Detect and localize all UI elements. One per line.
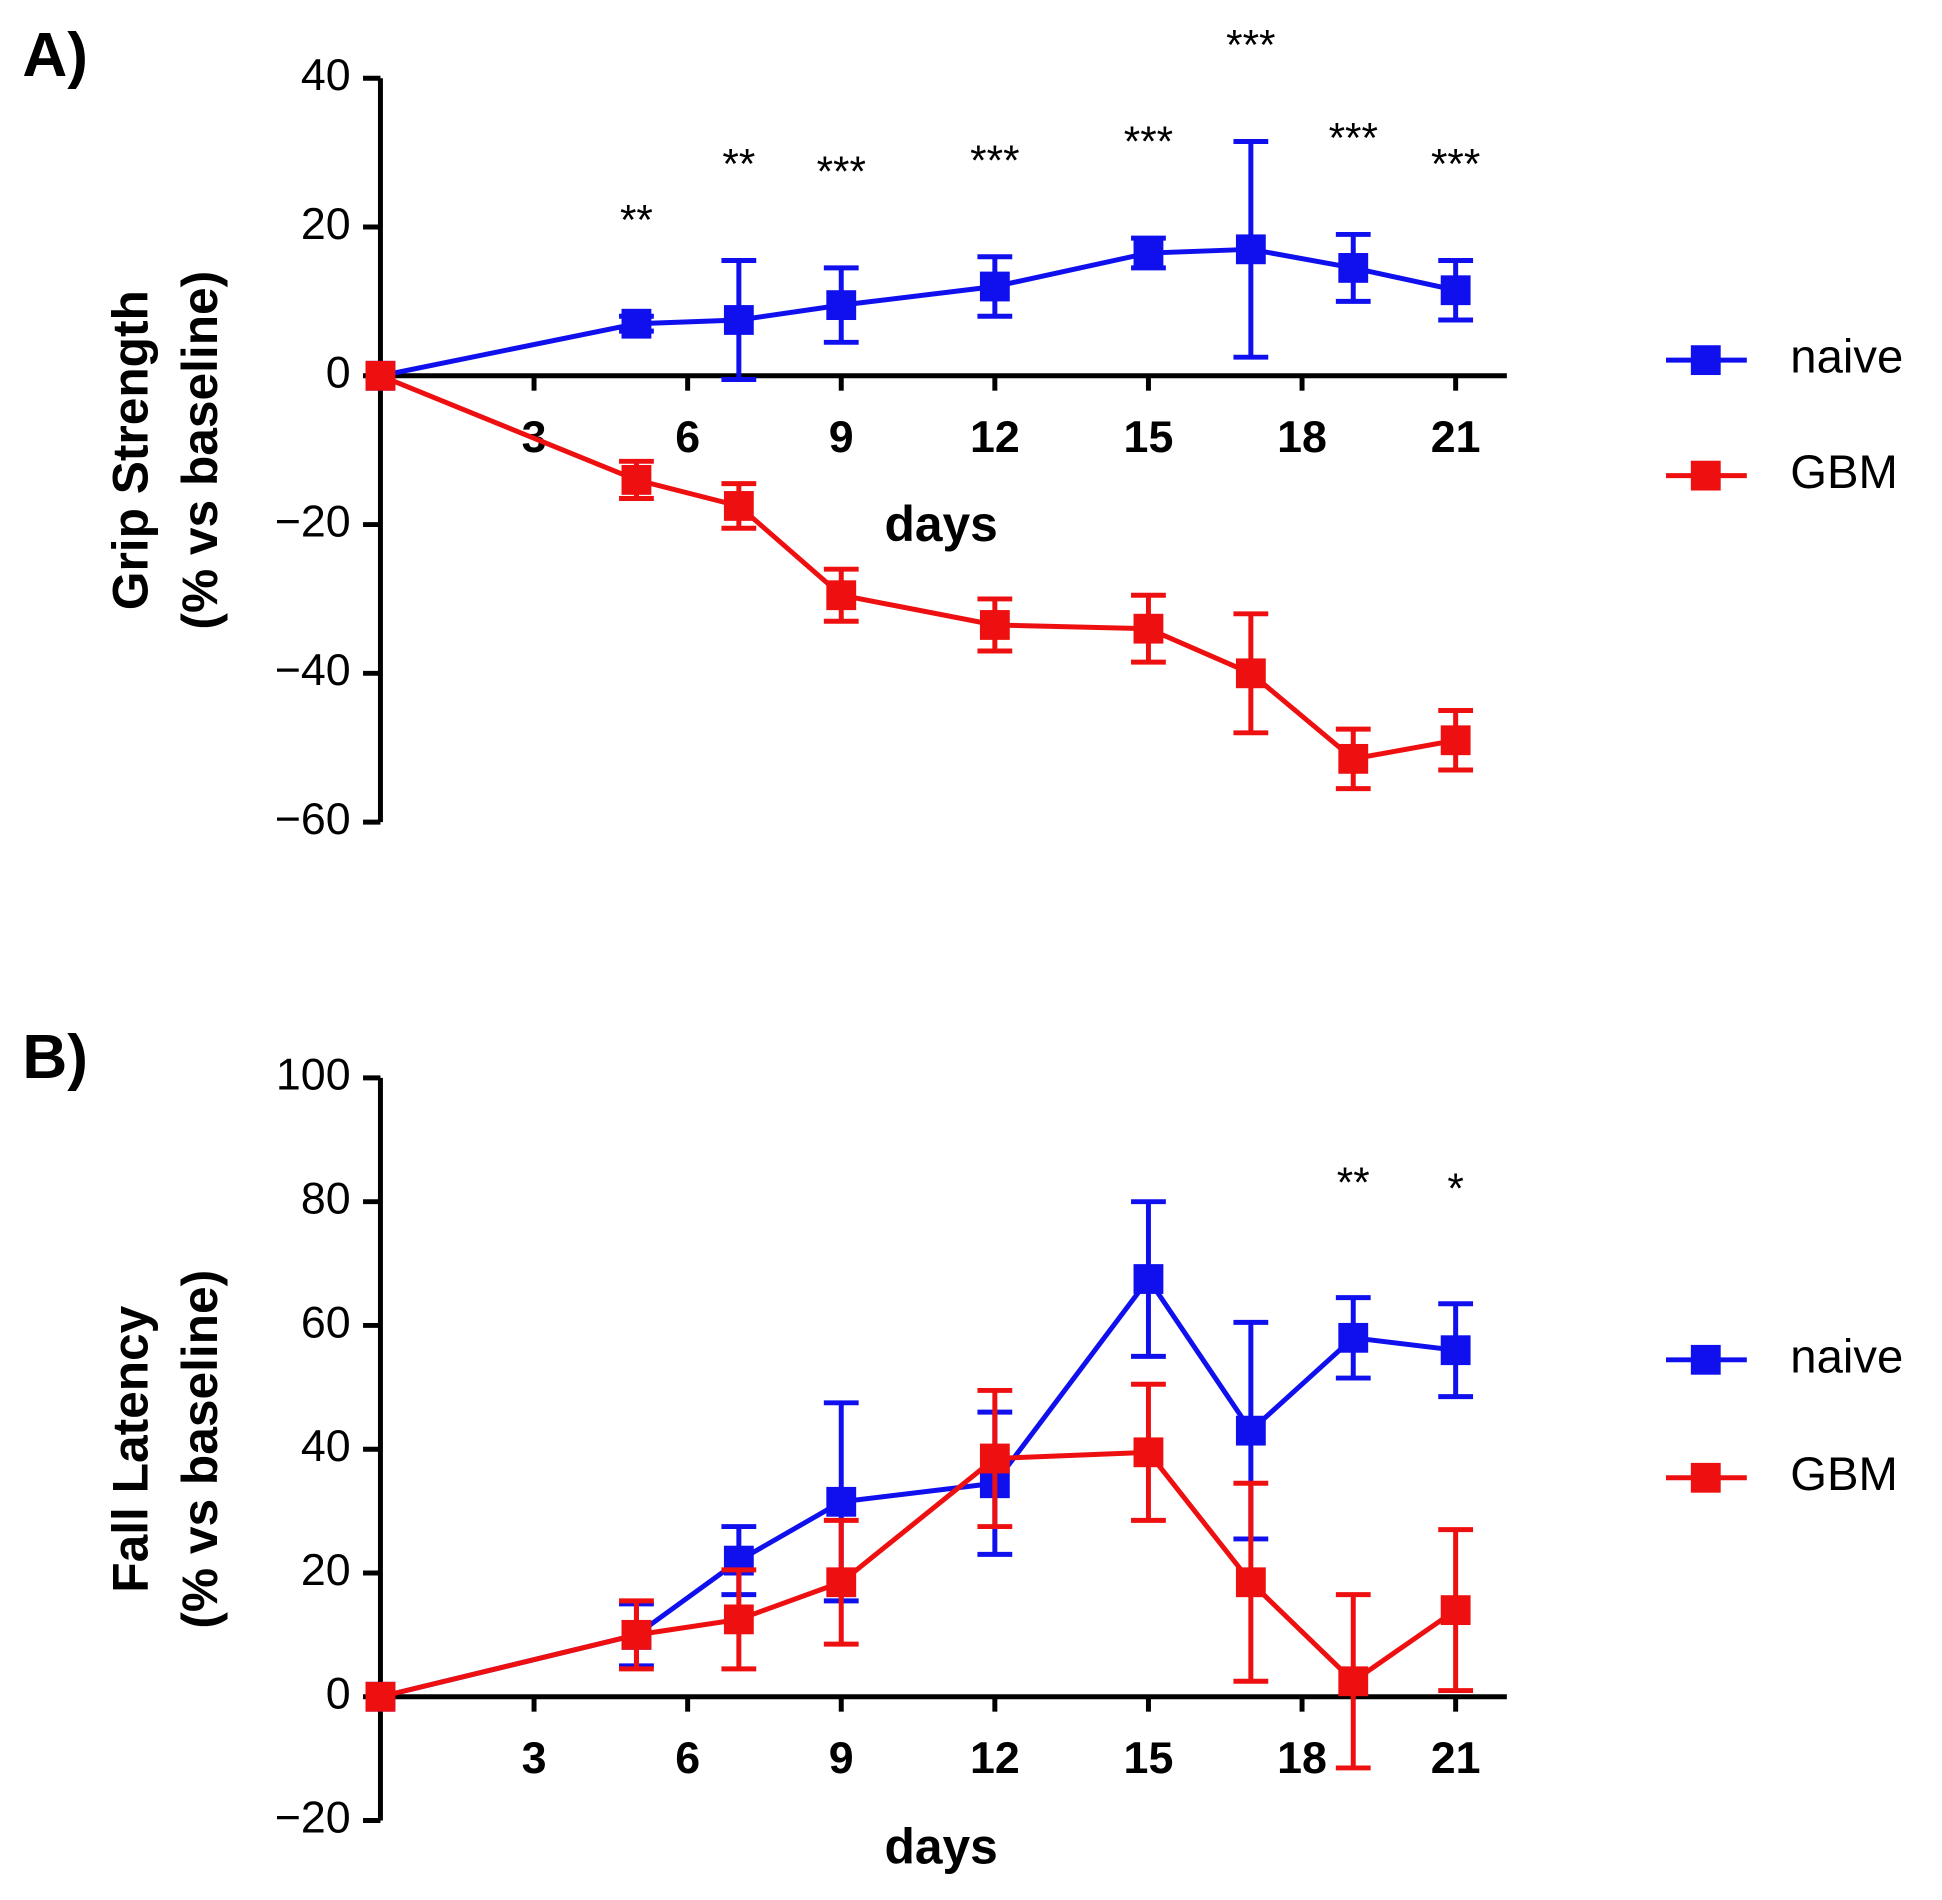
series-line [379,246,1457,379]
marker [1133,1264,1164,1294]
annotation: *** [1431,141,1480,188]
y-tick-label: 0 [326,349,351,398]
x-tick-label: 21 [1431,1734,1481,1783]
x-tick-label: 3 [522,1734,547,1783]
x-tick-label: 18 [1277,413,1327,462]
y-axis-label: (% vs baseline) [172,271,228,630]
marker [826,580,857,611]
y-tick-label: 100 [276,1051,351,1100]
y-tick-label: −40 [275,646,351,695]
x-tick-label: 12 [970,413,1020,462]
marker [723,1604,754,1635]
marker [621,465,652,495]
annotation: ** [722,141,755,188]
y-tick-label: 60 [301,1298,351,1347]
marker [365,1681,396,1712]
marker [723,305,754,335]
y-tick-label: −20 [275,1793,351,1842]
y-axis-label: Grip Strength [102,290,158,610]
y-tick-label: −20 [275,497,351,546]
x-tick-label: 15 [1124,413,1174,462]
marker [621,308,652,339]
marker [979,1443,1010,1474]
marker [1235,658,1266,689]
y-tick-label: 20 [301,200,351,249]
marker [826,1486,857,1517]
panel-label: B) [22,1023,88,1092]
marker [979,610,1010,640]
y-tick-label: 0 [326,1670,351,1719]
annotation: ** [620,196,653,243]
marker [1338,253,1369,283]
marker [1440,275,1471,306]
y-tick-label: −60 [275,795,351,844]
marker [826,290,857,321]
annotation: *** [1329,114,1378,161]
series [365,138,1474,391]
annotation: *** [817,148,866,195]
marker [621,1619,652,1650]
marker [1338,1666,1369,1697]
annotation: * [1447,1165,1463,1212]
marker [1338,1322,1369,1353]
x-axis-label: days [884,496,997,552]
x-tick-label: 6 [675,413,700,462]
panel-label: A) [22,21,88,90]
marker [1440,1335,1471,1366]
annotation: *** [1124,118,1173,165]
legend-label: GBM [1790,1448,1898,1501]
marker [979,271,1010,302]
legend-marker [1690,345,1721,376]
legend-label: naive [1790,1330,1903,1383]
legend-marker [1690,1462,1721,1493]
marker [1133,238,1164,268]
series [365,1381,1474,1771]
marker [1235,1415,1266,1446]
marker [723,491,754,521]
series-line [379,1274,1456,1700]
marker [1235,1567,1266,1598]
marker [1440,725,1471,756]
legend-marker [1690,1344,1721,1375]
y-axis-label: Fall Latency [102,1305,158,1592]
marker [1235,234,1266,265]
annotation: ** [1337,1159,1370,1206]
legend-label: naive [1790,331,1903,384]
y-tick-label: 80 [301,1175,351,1224]
x-tick-label: 18 [1277,1734,1327,1783]
x-axis-label: days [884,1818,997,1874]
series-line [379,1449,1458,1700]
y-tick-label: 40 [301,51,351,100]
marker [1133,1437,1164,1468]
annotation: *** [970,137,1019,184]
series [365,360,1474,792]
x-tick-label: 6 [675,1734,700,1783]
x-tick-label: 9 [829,413,854,462]
legend-marker [1690,460,1721,491]
marker [1338,743,1369,774]
y-tick-label: 20 [301,1546,351,1595]
annotation: *** [1226,21,1275,68]
y-tick-label: 40 [301,1422,351,1471]
x-tick-label: 15 [1124,1734,1174,1783]
marker [826,1567,857,1598]
legend-label: GBM [1790,446,1898,499]
x-tick-label: 12 [970,1734,1020,1783]
x-tick-label: 9 [829,1734,854,1783]
y-axis-label: (% vs baseline) [172,1270,228,1629]
x-tick-label: 21 [1431,413,1481,462]
marker [1440,1595,1471,1626]
marker [1133,613,1164,644]
marker [365,360,396,391]
